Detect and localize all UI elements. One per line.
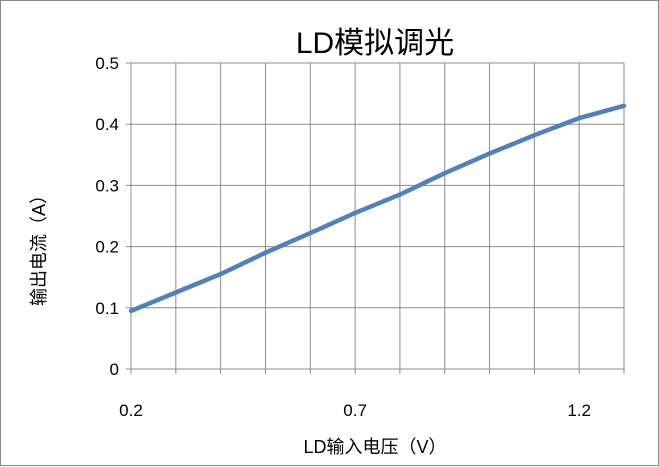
x-axis-title: LD输入电压（V） bbox=[303, 437, 446, 457]
data-point bbox=[399, 194, 400, 195]
x-tick-label: 1.2 bbox=[567, 401, 591, 420]
y-tick-label: 0.5 bbox=[95, 54, 119, 73]
x-tick-label: 0.7 bbox=[343, 401, 367, 420]
grid bbox=[131, 62, 625, 369]
data-point bbox=[489, 153, 490, 154]
y-tick-labels: 0 0.1 0.2 0.3 0.4 0.5 bbox=[95, 54, 119, 379]
data-point bbox=[579, 118, 580, 119]
axes bbox=[126, 62, 625, 374]
data-point bbox=[220, 274, 221, 275]
y-tick-label: 0 bbox=[110, 360, 119, 379]
data-point bbox=[444, 173, 445, 174]
series-layer bbox=[128, 103, 627, 314]
data-point bbox=[310, 233, 311, 234]
x-tick-label: 0.2 bbox=[119, 401, 143, 420]
y-tick-label: 0.1 bbox=[95, 299, 119, 318]
y-tick-label: 0.4 bbox=[95, 115, 119, 134]
chart-title: LD模拟调光 bbox=[296, 27, 454, 60]
x-tick-labels: 0.2 0.7 1.2 bbox=[119, 401, 591, 420]
data-point bbox=[624, 105, 625, 106]
series-line bbox=[128, 103, 627, 314]
y-tick-label: 0.2 bbox=[95, 238, 119, 257]
data-point bbox=[534, 135, 535, 136]
data-point bbox=[131, 310, 132, 311]
data-point bbox=[175, 292, 176, 293]
y-tick-label: 0.3 bbox=[95, 176, 119, 195]
data-point bbox=[355, 212, 356, 213]
y-axis-title: 输出电流（A） bbox=[29, 186, 49, 306]
data-point bbox=[265, 252, 266, 253]
